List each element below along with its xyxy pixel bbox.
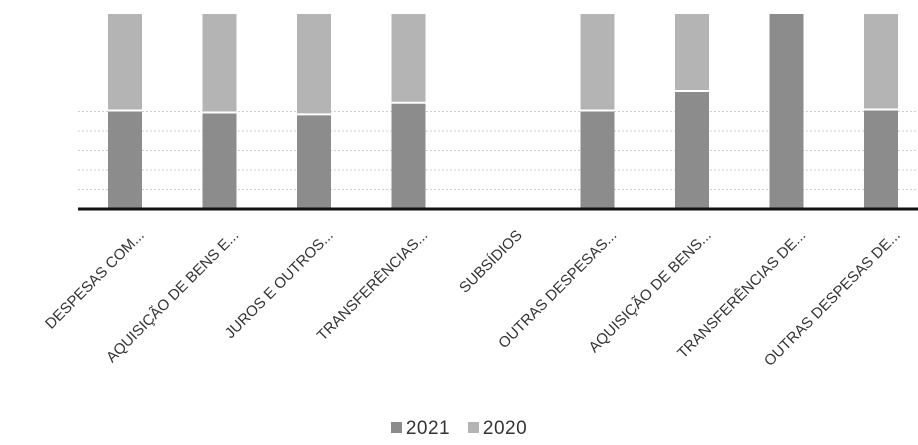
legend-item-2021: 2021 — [390, 418, 451, 440]
category-label-3: JUROS E OUTROS... — [222, 227, 337, 342]
bar-2020-4 — [391, 14, 426, 103]
bar-2021-8 — [769, 14, 804, 209]
bar-2020-2 — [202, 14, 237, 113]
category-labels: DESPESAS COM...AQUISIÇÃO DE BENS E...JUR… — [42, 227, 904, 370]
legend-label-2020: 2020 — [482, 418, 528, 439]
bar-2021-3 — [297, 114, 331, 209]
bar-2020-6 — [580, 14, 615, 111]
category-label-1: DESPESAS COM... — [42, 227, 148, 333]
bar-2020-3 — [297, 14, 331, 115]
bar-2020-9 — [864, 14, 898, 110]
bar-2021-7 — [675, 91, 709, 209]
category-label-5: SUBSÍDIOS — [456, 227, 526, 297]
bar-2021-6 — [580, 110, 615, 209]
legend-label-2021: 2021 — [405, 418, 451, 439]
legend-item-2020: 2020 — [467, 418, 528, 440]
bars — [108, 14, 898, 209]
bar-2021-4 — [391, 102, 426, 209]
bar-2020-7 — [675, 14, 709, 92]
legend-swatch-2021 — [390, 422, 402, 433]
legend: 2021 2020 — [0, 418, 918, 440]
stacked-bar-chart: DESPESAS COM...AQUISIÇÃO DE BENS E...JUR… — [42, 14, 918, 370]
bar-2020-1 — [108, 14, 142, 111]
bar-2021-1 — [108, 110, 142, 209]
bar-2021-9 — [864, 109, 898, 209]
legend-swatch-2020 — [467, 422, 479, 433]
category-label-4: TRANSFERÊNCIAS... — [314, 227, 432, 345]
bar-2021-2 — [202, 112, 237, 209]
